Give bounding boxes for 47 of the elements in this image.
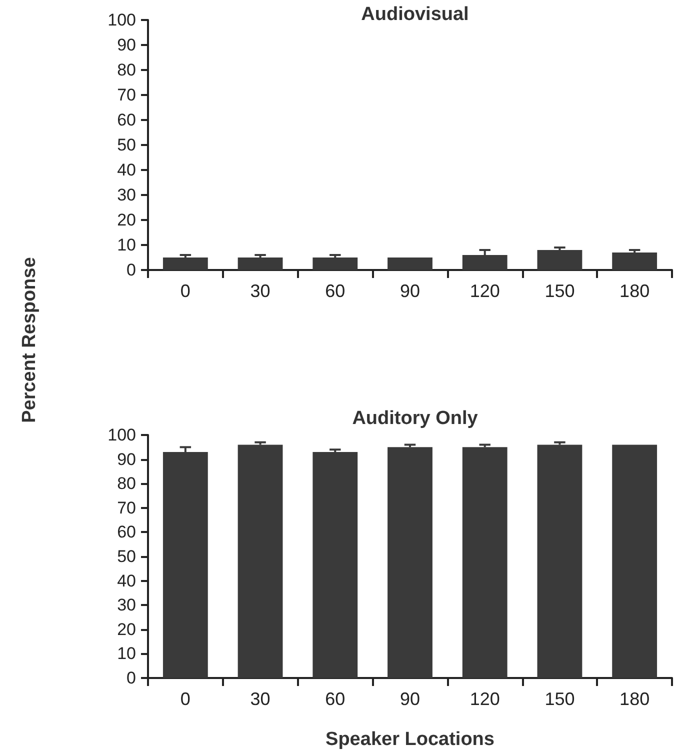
bar [238,258,283,270]
chart-title: Audiovisual [361,4,469,25]
x-tick-label: 180 [620,281,650,301]
y-tick-label: 20 [117,210,136,230]
x-tick-label: 0 [180,689,190,709]
bar [612,252,658,270]
y-tick-label: 70 [117,86,136,104]
y-tick-label: 70 [117,498,136,518]
y-tick-label: 10 [117,644,136,664]
y-tick-label: 80 [117,60,136,80]
x-tick-label: 150 [544,689,575,709]
y-tick-label: 100 [108,426,136,444]
x-tick-label: 120 [470,281,500,301]
y-tick-label: 10 [117,236,136,254]
bar [162,258,208,270]
y-tick-label: 40 [117,571,136,590]
y-axis-title: Percent Response [19,257,41,423]
y-tick-label: 90 [117,450,136,469]
bar [462,255,508,270]
y-tick-label: 100 [108,10,136,30]
y-tick-label: 20 [117,620,136,639]
y-tick-label: 0 [126,260,136,280]
x-tick-label: 30 [250,689,270,709]
y-tick-label: 90 [117,36,136,54]
bar [537,250,582,270]
y-tick-label: 60 [117,110,136,130]
x-tick-label: 30 [250,281,270,301]
y-tick-label: 40 [117,160,136,180]
bar [312,258,358,270]
x-tick-label: 180 [620,689,650,709]
x-tick-label: 0 [180,281,190,301]
x-axis-title: Speaker Locations [326,729,494,750]
y-tick-label: 60 [117,522,136,542]
x-tick-label: 90 [400,281,420,301]
y-tick-label: 80 [117,474,136,494]
x-tick-label: 120 [470,689,500,709]
x-tick-label: 90 [400,689,420,709]
x-tick-label: 150 [544,281,575,301]
x-tick-label: 60 [325,281,346,301]
x-tick-label: 60 [325,689,346,709]
y-tick-label: 30 [117,596,136,615]
y-tick-label: 0 [126,668,136,688]
chart-title: Auditory Only [352,408,478,429]
bar [388,258,432,270]
y-tick-label: 50 [117,547,136,566]
y-tick-label: 30 [117,186,136,204]
y-tick-label: 50 [117,136,136,154]
